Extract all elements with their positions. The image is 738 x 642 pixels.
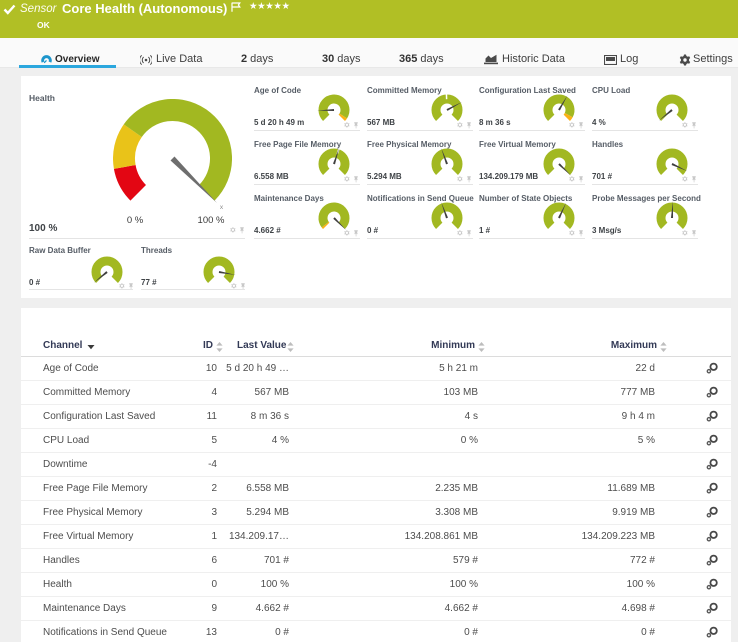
svg-text:x: x (220, 204, 224, 211)
